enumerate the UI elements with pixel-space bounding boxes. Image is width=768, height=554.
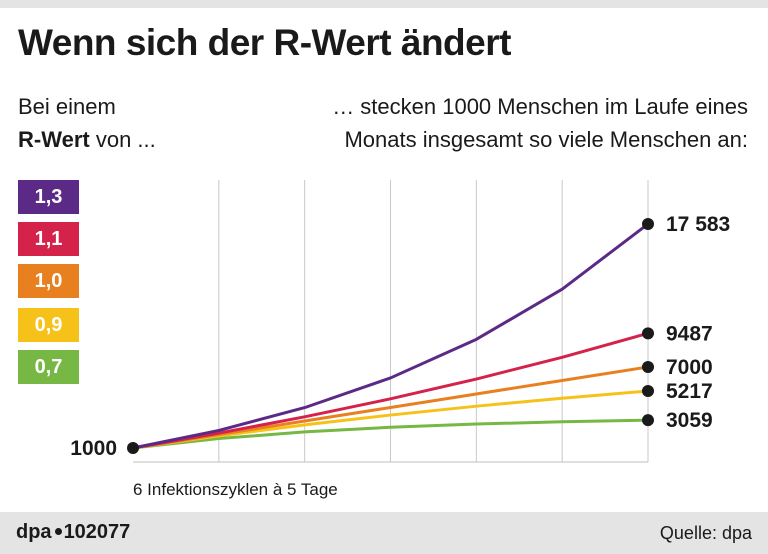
end-value-label-0-7: 3059 [666, 409, 713, 432]
end-point-1-1 [642, 327, 654, 340]
intro-left: Bei einem R-Wert von ... [18, 90, 156, 156]
legend-badge-1-3: 1,3 [18, 180, 79, 214]
end-point-1-0 [642, 360, 654, 373]
intro-left-line2: R-Wert von ... [18, 123, 156, 156]
end-value-label-0-9: 5217 [666, 380, 713, 403]
source-id: dpa 102077 [16, 521, 130, 544]
end-value-label-1-0: 7000 [666, 356, 713, 379]
legend-badge-0-9: 0,9 [18, 308, 79, 342]
intro-right-line1: … stecken 1000 Menschen im Laufe eines [332, 94, 748, 119]
intro-left-line1: Bei einem [18, 94, 116, 119]
end-point-0-7 [642, 414, 654, 427]
intro-left-rest: von ... [89, 127, 156, 152]
legend-badge-1-0: 1,0 [18, 264, 79, 298]
legend-badge-1-1: 1,1 [18, 222, 79, 256]
series-lines [131, 222, 650, 450]
x-axis-label: 6 Infektionszyklen à 5 Tage [133, 480, 338, 499]
source-dot-icon [54, 527, 62, 535]
series-line-0-7 [131, 418, 650, 450]
footer: dpa 102077 Quelle: dpa [0, 512, 768, 554]
end-point-0-9 [642, 385, 654, 398]
end-value-label-1-3: 17 583 [666, 213, 730, 236]
credit: Quelle: dpa [659, 523, 752, 543]
start-point [127, 442, 139, 454]
series-line-1-1 [131, 331, 650, 450]
end-point-1-3 [642, 218, 654, 230]
source-number: 102077 [63, 521, 131, 543]
source-prefix: dpa [16, 521, 52, 543]
r-wert-label: R-Wert [18, 127, 90, 152]
chart-title: Wenn sich der R-Wert ändert [18, 22, 511, 63]
top-bar [0, 0, 768, 8]
start-value-label: 1000 [70, 437, 117, 460]
intro-right: … stecken 1000 Menschen im Laufe eines M… [332, 90, 748, 156]
legend-badge-0-7: 0,7 [18, 350, 79, 384]
series-line-1-3 [131, 222, 650, 450]
end-points [127, 218, 654, 454]
end-value-label-1-1: 9487 [666, 322, 713, 345]
intro-right-line2: Monats insgesamt so viele Menschen an: [344, 127, 748, 152]
